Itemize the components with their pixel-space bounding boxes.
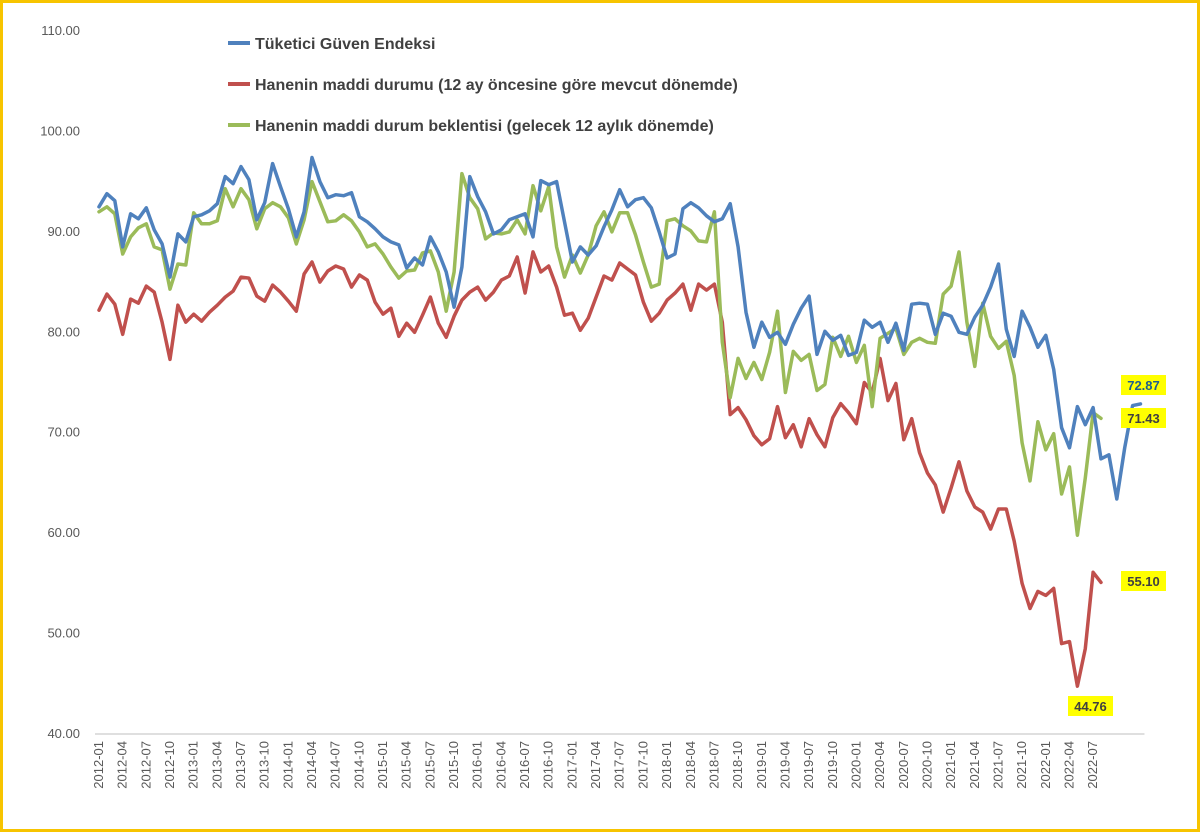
x-tick-label: 2016-04 [493, 741, 508, 789]
x-tick-label: 2015-10 [446, 741, 461, 789]
x-tick-label: 2020-10 [919, 741, 934, 789]
y-tick-label: 60.00 [47, 525, 80, 540]
x-tick-label: 2013-01 [186, 741, 201, 789]
y-tick-label: 70.00 [47, 425, 80, 440]
y-tick-label: 90.00 [47, 224, 80, 239]
x-tick-label: 2018-01 [659, 741, 674, 789]
series-lines [97, 155, 1143, 688]
x-tick-label: 2012-10 [162, 741, 177, 789]
callout-bg-beklenti [1121, 408, 1166, 428]
x-tick-label: 2013-07 [233, 741, 248, 789]
x-tick-label: 2018-04 [683, 741, 698, 789]
x-tick-label: 2014-10 [351, 741, 366, 789]
x-tick-label: 2017-04 [588, 741, 603, 789]
x-tick-label: 2017-07 [612, 741, 627, 789]
y-tick-label: 110.00 [41, 23, 80, 38]
x-tick-label: 2012-07 [138, 741, 153, 789]
x-tick-label: 2021-04 [967, 741, 982, 789]
y-tick-label: 40.00 [47, 726, 80, 741]
y-tick-label: 100.00 [40, 123, 80, 138]
x-tick-label: 2019-04 [777, 741, 792, 789]
legend-label-beklenti: Hanenin maddi durum beklentisi (gelecek … [255, 118, 714, 135]
legend-label-tuketici: Tüketici Güven Endeksi [255, 36, 436, 53]
x-tick-label: 2012-01 [91, 741, 106, 789]
x-tick-label: 2019-10 [825, 741, 840, 789]
x-tick-label: 2016-01 [470, 741, 485, 789]
x-tick-label: 2018-10 [730, 741, 745, 789]
x-tick-label: 2019-01 [754, 741, 769, 789]
x-tick-label: 2013-04 [209, 741, 224, 789]
legend: Tüketici Güven Endeksi Hanenin maddi dur… [228, 36, 738, 135]
callout-bg-mevcut-end [1121, 571, 1166, 591]
x-tick-label: 2015-04 [399, 741, 414, 789]
x-tick-label: 2022-01 [1038, 741, 1053, 789]
legend-label-mevcut: Hanenin maddi durumu (12 ay öncesine gör… [255, 77, 738, 94]
x-tick-label: 2016-07 [517, 741, 532, 789]
series-line-mevcut [97, 250, 1103, 688]
x-tick-label: 2019-07 [801, 741, 816, 789]
x-tick-label: 2014-04 [304, 741, 319, 789]
y-axis: 40.00 50.00 60.00 70.00 80.00 90.00 100.00 110.… [40, 23, 80, 741]
x-tick-label: 2022-04 [1061, 741, 1076, 789]
x-tick-label: 2018-07 [706, 741, 721, 789]
callouts: 72.87 71.43 55.10 44.76 [1068, 375, 1166, 716]
callout-bg-mevcut-min [1068, 696, 1113, 716]
x-tick-label: 2020-04 [872, 741, 887, 789]
x-tick-label: 2021-01 [943, 741, 958, 789]
x-axis: 2012-01 2012-04 2012-07 2012-10 2013-01 2013-… [91, 733, 1145, 789]
x-tick-label: 2016-10 [541, 741, 556, 789]
x-tick-label: 2014-07 [328, 741, 343, 789]
x-tick-label: 2020-01 [848, 741, 863, 789]
x-tick-label: 2020-07 [896, 741, 911, 789]
callout-mevcut-min: 44.76 [1074, 699, 1107, 714]
y-tick-label: 80.00 [47, 324, 80, 339]
x-tick-label: 2012-04 [115, 741, 130, 789]
line-chart: 40.00 50.00 60.00 70.00 80.00 90.00 100.00 110.… [40, 23, 1166, 789]
x-tick-label: 2021-10 [1014, 741, 1029, 789]
x-tick-label: 2015-07 [422, 741, 437, 789]
series-line-tuketici [97, 155, 1143, 501]
callout-mevcut-end: 55.10 [1127, 574, 1160, 589]
callout-beklenti-end: 71.43 [1127, 411, 1160, 426]
x-tick-label: 2015-01 [375, 741, 390, 789]
y-tick-label: 50.00 [47, 626, 80, 641]
x-tick-label: 2022-07 [1085, 741, 1100, 789]
callout-bg-tuketici [1121, 375, 1166, 395]
callout-tuketici-end: 72.87 [1127, 378, 1160, 393]
x-tick-label: 2013-10 [257, 741, 272, 789]
x-tick-label: 2021-07 [990, 741, 1005, 789]
x-tick-label: 2017-01 [564, 741, 579, 789]
x-tick-label: 2017-10 [635, 741, 650, 789]
series-line-beklenti [97, 171, 1103, 537]
x-tick-label: 2014-01 [280, 741, 295, 789]
